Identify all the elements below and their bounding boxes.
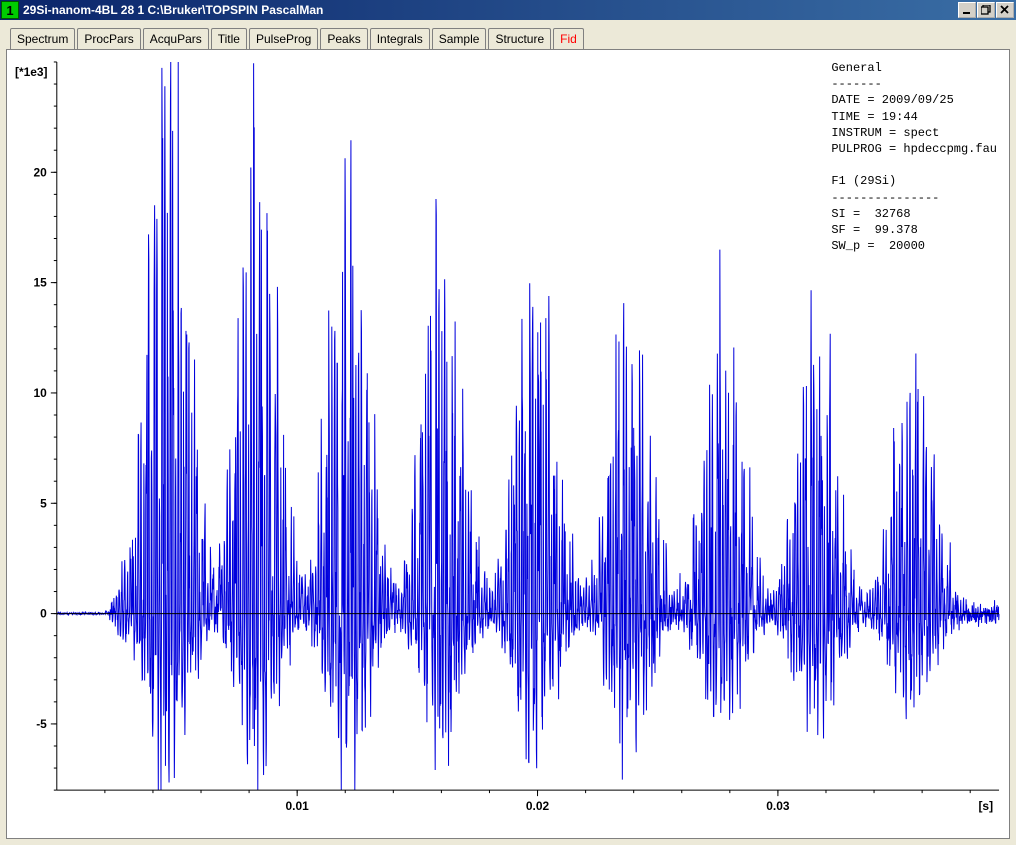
tab-fid[interactable]: Fid	[553, 28, 584, 49]
restore-button[interactable]	[977, 2, 995, 18]
svg-text:0: 0	[40, 607, 47, 621]
tab-integrals[interactable]: Integrals	[370, 28, 430, 49]
tab-strip: SpectrumProcParsAcquParsTitlePulseProgPe…	[4, 24, 1012, 49]
svg-text:20: 20	[34, 165, 48, 179]
svg-text:10: 10	[34, 386, 48, 400]
svg-text:15: 15	[34, 276, 48, 290]
window-controls	[956, 0, 1016, 20]
titlebar: 1 29Si-nanom-4BL 28 1 C:\Bruker\TOPSPIN …	[0, 0, 1016, 20]
svg-text:0.01: 0.01	[286, 799, 310, 813]
svg-text:0.02: 0.02	[526, 799, 550, 813]
tab-pulseprog[interactable]: PulseProg	[249, 28, 318, 49]
svg-text:[*1e3]: [*1e3]	[15, 65, 48, 79]
close-button[interactable]	[996, 2, 1014, 18]
svg-text:5: 5	[40, 496, 47, 510]
svg-text:-5: -5	[36, 717, 47, 731]
tab-structure[interactable]: Structure	[488, 28, 551, 49]
info-panel: General ------- DATE = 2009/09/25 TIME =…	[831, 60, 997, 254]
chart-container: -5 0 5 10 15 20 [*1e3] 0.01 0.02 0.03 [s] General …	[6, 49, 1010, 839]
window-title: 29Si-nanom-4BL 28 1 C:\Bruker\TOPSPIN Pa…	[23, 3, 323, 17]
tab-spectrum[interactable]: Spectrum	[10, 28, 75, 49]
tab-procpars[interactable]: ProcPars	[77, 28, 140, 49]
window-index-icon: 1	[1, 1, 19, 19]
tab-peaks[interactable]: Peaks	[320, 28, 367, 49]
minimize-button[interactable]	[958, 2, 976, 18]
svg-text:0.03: 0.03	[766, 799, 790, 813]
svg-text:[s]: [s]	[978, 799, 993, 813]
tab-acqupars[interactable]: AcquPars	[143, 28, 209, 49]
tab-sample[interactable]: Sample	[432, 28, 487, 49]
tab-title[interactable]: Title	[211, 28, 247, 49]
content-area: SpectrumProcParsAcquParsTitlePulseProgPe…	[0, 20, 1016, 845]
